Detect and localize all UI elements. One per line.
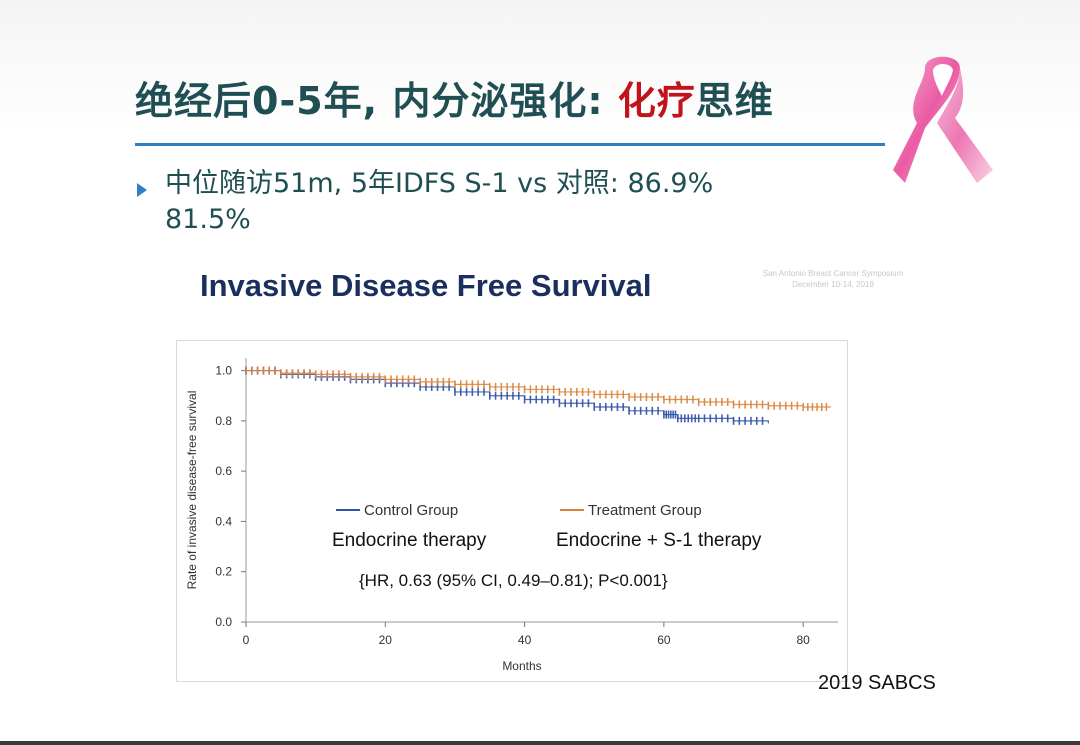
bullet-arrow-icon (137, 183, 147, 197)
bullet-line-2: 81.5% (165, 204, 251, 235)
y-tick-label: 0.4 (215, 514, 232, 528)
x-axis-label: Months (502, 659, 541, 673)
bottom-bar (0, 741, 1080, 745)
bullet-line-1: 中位随访51m, 5年IDFS S-1 vs 对照: 86.9% (165, 168, 714, 199)
chart-title: Invasive Disease Free Survival (200, 268, 652, 303)
y-tick-label: 0.2 (215, 565, 232, 579)
watermark-line-1: San Antonio Breast Cancer Symposium (762, 269, 904, 278)
legend-subtitle: Endocrine therapy (332, 530, 487, 551)
x-tick-label: 40 (518, 633, 532, 647)
hazard-ratio-annotation: {HR, 0.63 (95% CI, 0.49–0.81); P<0.001} (359, 571, 668, 590)
footer-source: 2019 SABCS (818, 672, 936, 694)
slide-title: 绝经后0-5年, 内分泌强化: 化疗思维 (135, 70, 774, 125)
legend-label: Treatment Group (588, 502, 702, 519)
y-tick-label: 0.8 (215, 414, 232, 428)
x-tick-label: 80 (796, 633, 810, 647)
legend-subtitle: Endocrine + S-1 therapy (556, 530, 762, 551)
legend-label: Control Group (364, 502, 458, 519)
y-tick-label: 0.0 (215, 615, 232, 629)
x-tick-label: 60 (657, 633, 671, 647)
km-chart: 0.0 0.2 0.4 0.6 0.8 1.0 0 20 40 60 80 Months Rate of… (185, 358, 838, 673)
y-tick-label: 0.6 (215, 464, 232, 478)
bullet-text: 中位随访51m, 5年IDFS S-1 vs 对照: 86.9% 81.5% (165, 166, 885, 238)
y-tick-label: 1.0 (215, 364, 232, 378)
chart-frame (176, 340, 848, 682)
chart-legend: Control Group Endocrine therapy Treatment … (332, 502, 762, 590)
title-main: 绝经后0-5年, 内分泌强化: (135, 79, 618, 123)
chart-series (245, 366, 832, 425)
title-underline (135, 143, 885, 146)
chart-axes: 0.0 0.2 0.4 0.6 0.8 1.0 0 20 40 60 80 Months Rate of… (185, 358, 838, 673)
y-axis-label: Rate of invasive disease-free survival (185, 391, 199, 590)
watermark-line-2: December 10-14, 2019 (792, 280, 874, 289)
x-tick-label: 0 (243, 633, 250, 647)
x-tick-label: 20 (379, 633, 393, 647)
watermark: San Antonio Breast Cancer Symposium Dece… (728, 268, 938, 290)
title-tail: 思维 (695, 79, 774, 123)
title-accent: 化疗 (617, 79, 696, 123)
pink-ribbon-icon (893, 56, 993, 183)
